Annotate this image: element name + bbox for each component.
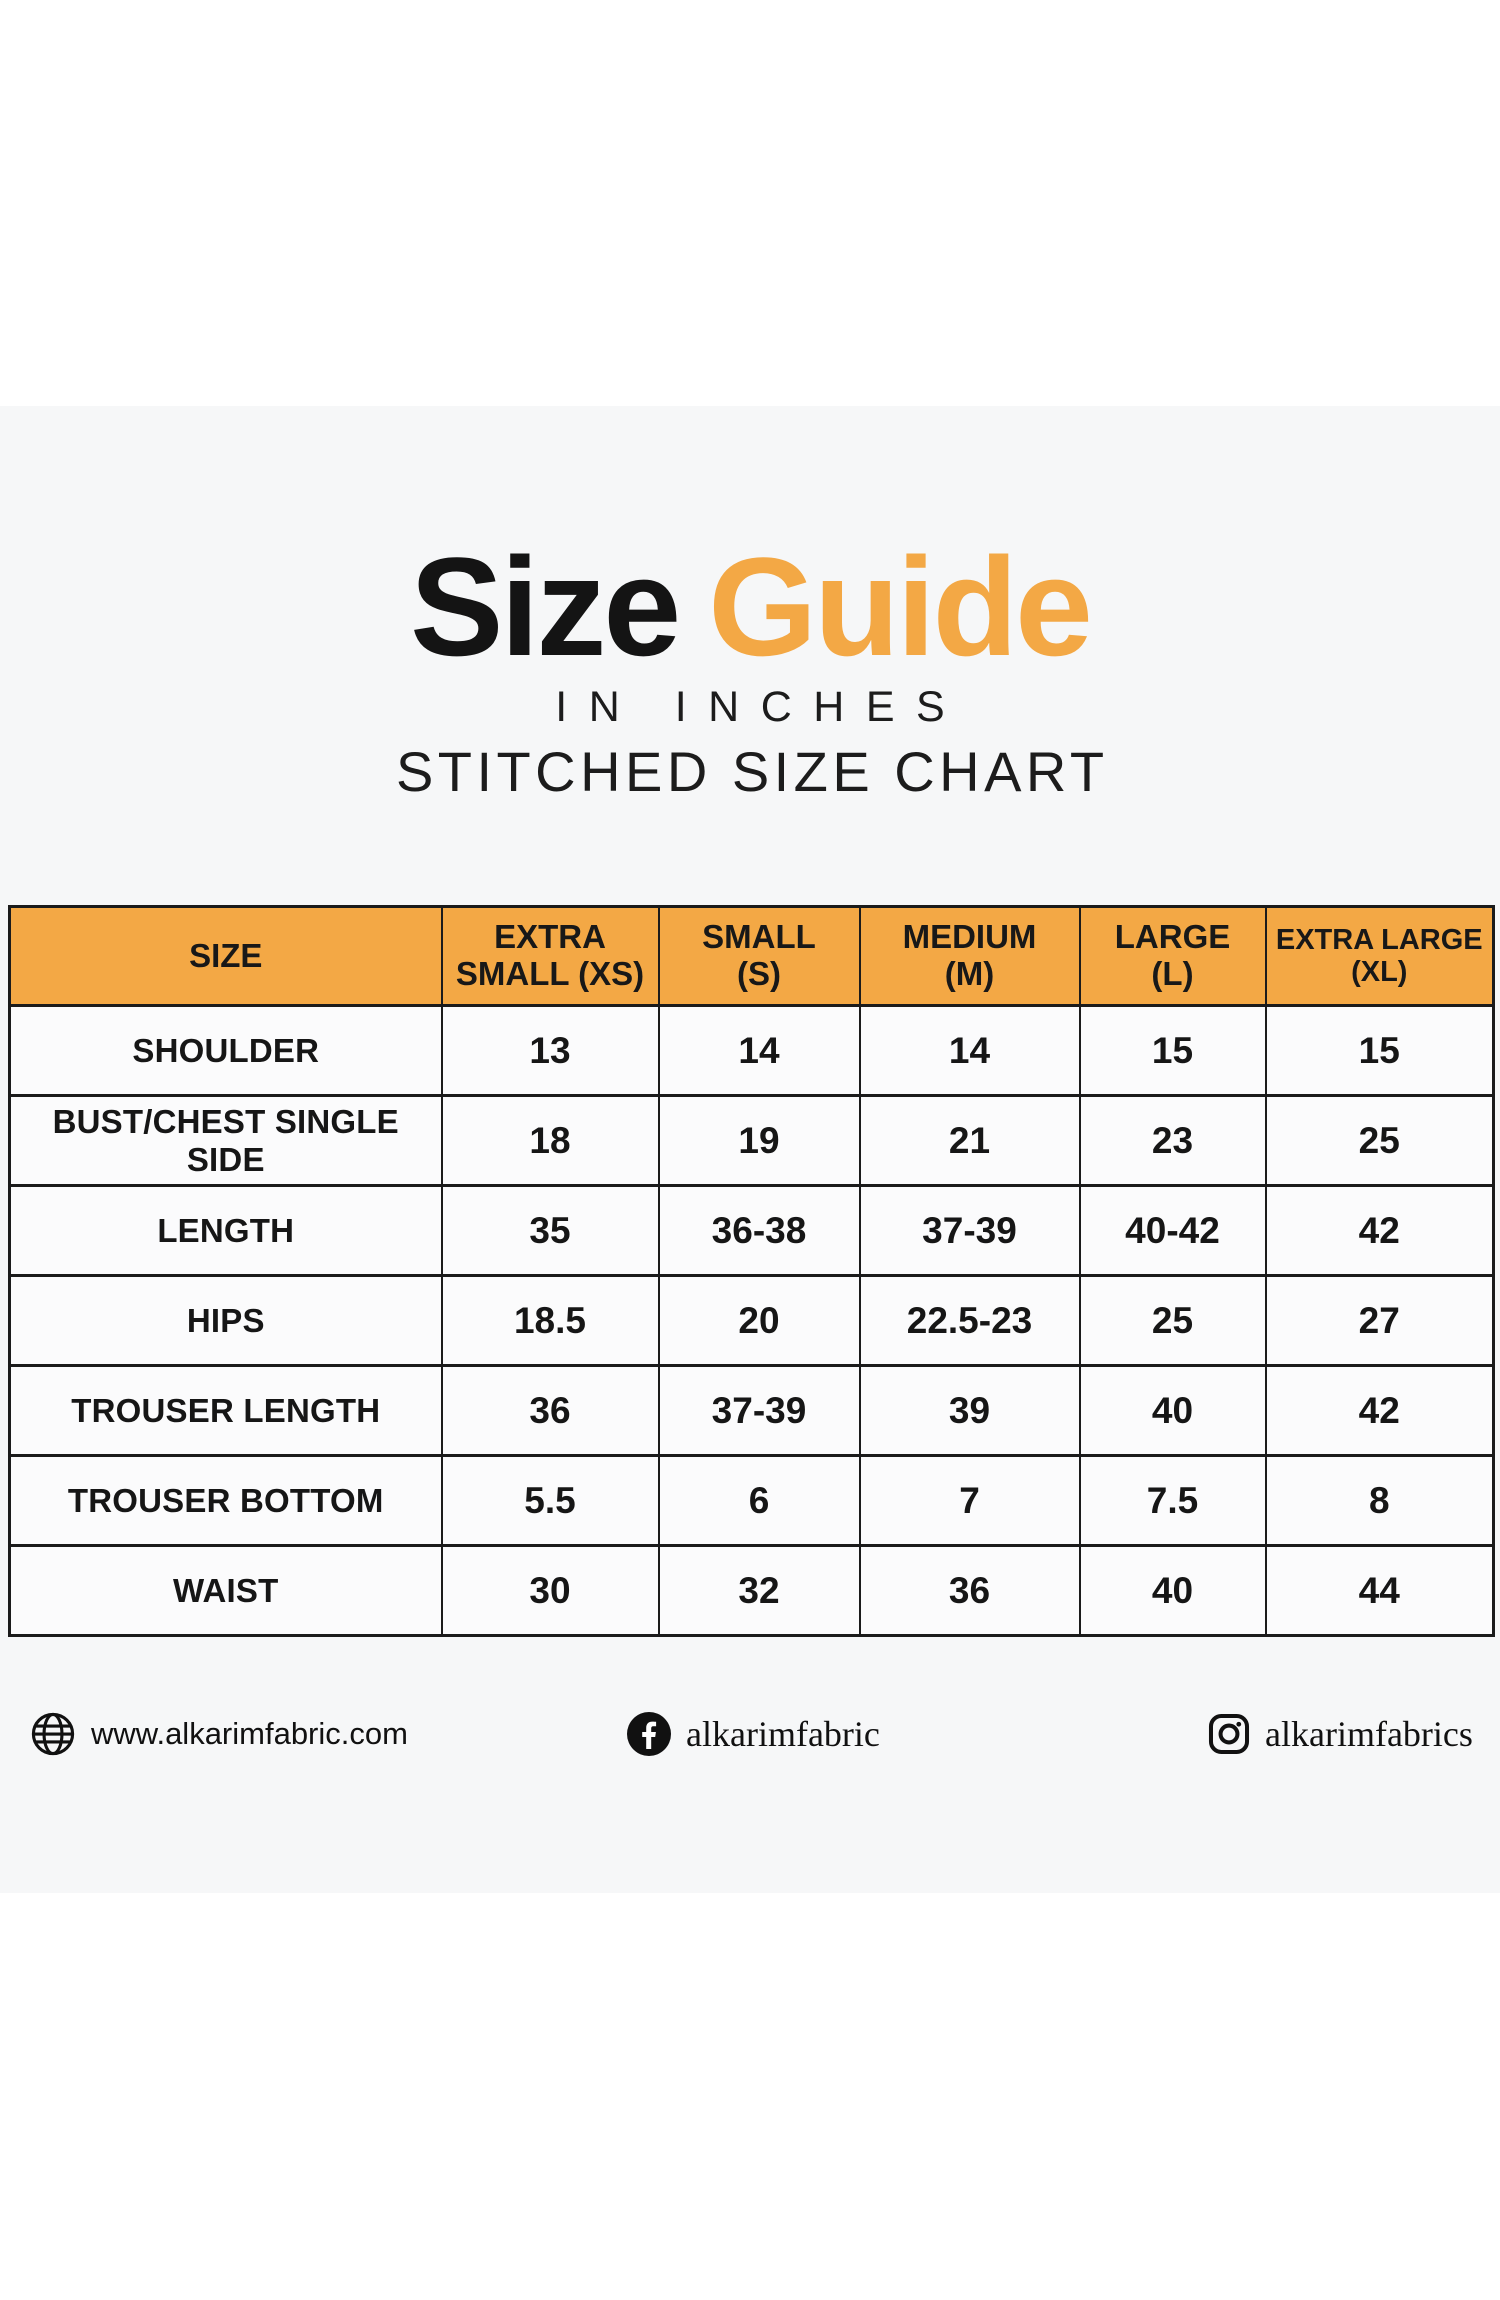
subtitle-in-inches: IN INCHES <box>555 683 967 731</box>
size-value: 40 <box>1078 1364 1267 1457</box>
size-value: 5.5 <box>440 1454 660 1547</box>
size-value: 18 <box>440 1094 660 1187</box>
size-value: 25 <box>1078 1274 1267 1367</box>
size-value: 21 <box>858 1094 1081 1187</box>
size-value: 19 <box>657 1094 861 1187</box>
row-label: BUST/CHEST SINGLE SIDE <box>8 1094 443 1187</box>
facebook-handle: alkarimfabric <box>686 1714 880 1754</box>
size-value: 13 <box>440 1004 660 1097</box>
size-value: 42 <box>1264 1364 1495 1457</box>
size-value: 36 <box>440 1364 660 1457</box>
size-value: 8 <box>1264 1454 1495 1547</box>
size-value: 15 <box>1078 1004 1267 1097</box>
row-label: WAIST <box>8 1544 443 1637</box>
instagram-handle: alkarimfabrics <box>1265 1714 1473 1754</box>
table-row: WAIST 30 32 36 40 44 <box>8 1544 1495 1637</box>
footer-website: www.alkarimfabric.com <box>28 1702 408 1766</box>
size-value: 32 <box>657 1544 861 1637</box>
size-value: 36-38 <box>657 1184 861 1277</box>
size-value: 14 <box>858 1004 1081 1097</box>
size-value: 44 <box>1264 1544 1495 1637</box>
size-value: 35 <box>440 1184 660 1277</box>
row-label: TROUSER LENGTH <box>8 1364 443 1457</box>
size-value: 18.5 <box>440 1274 660 1367</box>
size-value: 40-42 <box>1078 1184 1267 1277</box>
size-value: 30 <box>440 1544 660 1637</box>
page-title-word-guide: Guide <box>708 528 1093 685</box>
website-url: www.alkarimfabric.com <box>91 1716 408 1751</box>
size-value: 22.5-23 <box>858 1274 1081 1367</box>
subtitle-stitched-size-chart: STITCHED SIZE CHART <box>395 740 1109 803</box>
column-header-l: LARGE (L) <box>1078 905 1267 1007</box>
column-header-s: SMALL (S) <box>657 905 861 1007</box>
row-label: HIPS <box>8 1274 443 1367</box>
size-value: 25 <box>1264 1094 1495 1187</box>
column-header-m: MEDIUM (M) <box>858 905 1081 1007</box>
table-row: HIPS 18.5 20 22.5-23 25 27 <box>8 1274 1495 1367</box>
column-header-size: SIZE <box>8 905 443 1007</box>
facebook-icon <box>627 1712 671 1756</box>
table-row: SHOULDER 13 14 14 15 15 <box>8 1004 1495 1097</box>
size-value: 20 <box>657 1274 861 1367</box>
instagram-icon <box>1208 1713 1250 1755</box>
size-value: 6 <box>657 1454 861 1547</box>
row-label: TROUSER BOTTOM <box>8 1454 443 1547</box>
table-row: TROUSER BOTTOM 5.5 6 7 7.5 8 <box>8 1454 1495 1547</box>
size-value: 7 <box>858 1454 1081 1547</box>
size-value: 15 <box>1264 1004 1495 1097</box>
size-value: 27 <box>1264 1274 1495 1367</box>
column-header-xl: EXTRA LARGE (XL) <box>1264 905 1495 1007</box>
table-row: LENGTH 35 36-38 37-39 40-42 42 <box>8 1184 1495 1277</box>
row-label: SHOULDER <box>8 1004 443 1097</box>
size-value: 37-39 <box>657 1364 861 1457</box>
page-title-word-size: Size <box>410 528 681 685</box>
size-value: 36 <box>858 1544 1081 1637</box>
size-value: 39 <box>858 1364 1081 1457</box>
size-value: 23 <box>1078 1094 1267 1187</box>
footer-instagram: alkarimfabrics <box>1206 1702 1473 1766</box>
page-title: Size Guide <box>0 537 1500 677</box>
row-label: LENGTH <box>8 1184 443 1277</box>
column-header-xs: EXTRA SMALL (XS) <box>440 905 660 1007</box>
table-row: TROUSER LENGTH 36 37-39 39 40 42 <box>8 1364 1495 1457</box>
globe-icon <box>31 1712 75 1756</box>
size-value: 40 <box>1078 1544 1267 1637</box>
size-value: 37-39 <box>858 1184 1081 1277</box>
size-value: 7.5 <box>1078 1454 1267 1547</box>
footer-facebook: alkarimfabric <box>625 1702 880 1766</box>
size-value: 14 <box>657 1004 861 1097</box>
size-value: 42 <box>1264 1184 1495 1277</box>
table-row: BUST/CHEST SINGLE SIDE 18 19 21 23 25 <box>8 1094 1495 1187</box>
header-row: SIZE EXTRA SMALL (XS) SMALL (S) MEDIUM (… <box>8 905 1495 1007</box>
size-chart-table: SIZE EXTRA SMALL (XS) SMALL (S) MEDIUM (… <box>8 905 1495 1637</box>
